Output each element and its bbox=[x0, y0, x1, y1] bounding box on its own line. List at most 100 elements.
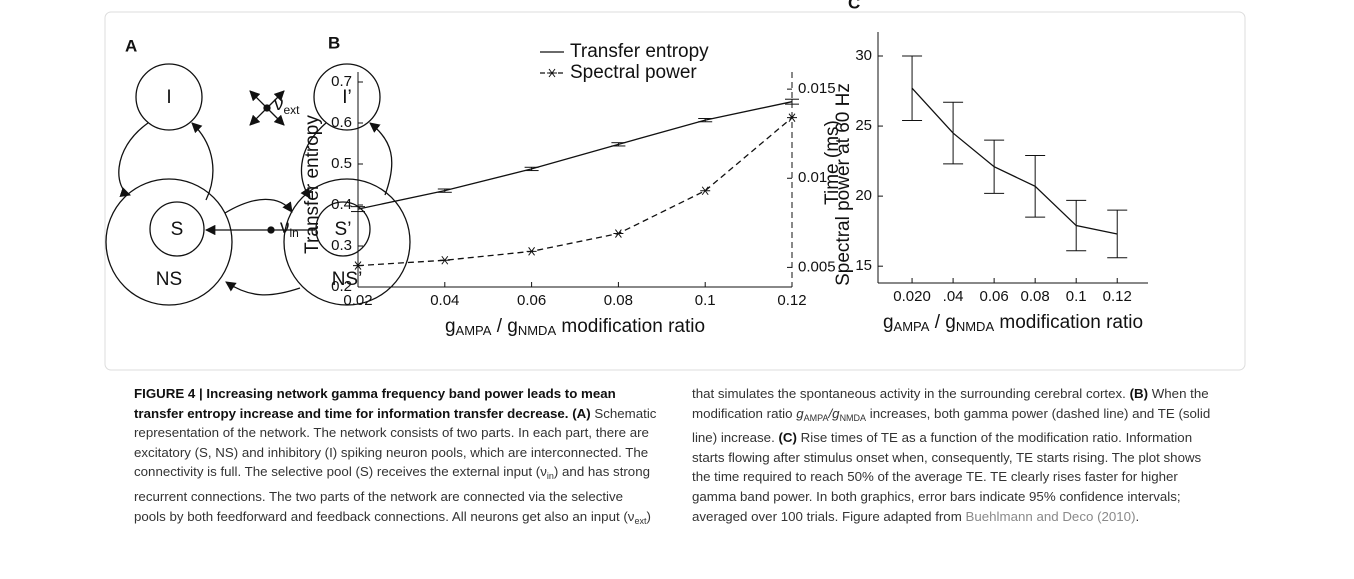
input-sub: in bbox=[290, 226, 299, 240]
caption-text: When the modification ratio bbox=[692, 386, 1209, 421]
arrow bbox=[249, 107, 268, 126]
caption-text: FIGURE 4 | Increasing network gamma freq… bbox=[134, 386, 616, 421]
marker bbox=[526, 247, 537, 256]
x-label-part: g bbox=[445, 316, 456, 337]
marker bbox=[613, 229, 624, 238]
marker bbox=[700, 186, 711, 196]
x-axis-label: gAMPA / gNMDA modification ratio bbox=[883, 312, 1143, 334]
x-label-part: NMDA bbox=[518, 323, 557, 338]
input-label: νin bbox=[280, 217, 299, 240]
caption-text: . bbox=[1135, 508, 1140, 524]
arrow bbox=[266, 107, 285, 126]
legend-label: Transfer entropy bbox=[570, 41, 709, 62]
x-label-part: modification ratio bbox=[994, 312, 1143, 333]
y-tick-label: 0.6 bbox=[331, 114, 352, 131]
x-tick-label: 0.04 bbox=[430, 292, 459, 309]
x-label-part: / g bbox=[491, 316, 517, 337]
x-axis-label: gAMPA / gNMDA modification ratio bbox=[445, 316, 705, 338]
caption-text: ) that simulates the spontaneous activit… bbox=[646, 386, 1130, 524]
node-circle bbox=[283, 178, 411, 306]
y-tick-label: 15 bbox=[855, 257, 872, 274]
caption-text: ext bbox=[634, 515, 647, 526]
node-circle bbox=[313, 63, 381, 131]
marker bbox=[353, 261, 363, 270]
caption-text: (A) bbox=[568, 405, 591, 421]
node-circle bbox=[315, 201, 371, 257]
arrow bbox=[191, 122, 214, 201]
input-symbol: ν bbox=[274, 94, 284, 115]
input-sub: ext bbox=[284, 103, 301, 117]
y-axis-label: Time (ms) bbox=[822, 120, 843, 205]
x-tick-label: 0.1 bbox=[695, 292, 716, 309]
node-label: NS’ bbox=[332, 269, 363, 290]
input-symbol: ν bbox=[280, 217, 290, 238]
caption-text: in bbox=[546, 471, 554, 482]
input-dot bbox=[263, 104, 271, 112]
data-line bbox=[357, 117, 793, 267]
caption-text: (B) bbox=[1129, 386, 1149, 401]
x-label-part: / g bbox=[929, 312, 955, 333]
arrow bbox=[224, 198, 293, 214]
y-axis-label: Transfer entropy bbox=[302, 115, 323, 254]
arrow bbox=[249, 90, 268, 109]
y2-tick-label: 0.01 bbox=[798, 169, 827, 186]
legend-label: Spectral power bbox=[570, 62, 697, 83]
x-tick-label: 0.06 bbox=[980, 288, 1009, 305]
x-label-part: NMDA bbox=[956, 319, 995, 334]
node-label: S’ bbox=[335, 219, 352, 240]
x-tick-label: .04 bbox=[943, 288, 964, 305]
node-circle bbox=[149, 201, 205, 257]
panel-label: A bbox=[125, 36, 137, 55]
node-label: I bbox=[166, 87, 171, 108]
diagram bbox=[105, 63, 411, 306]
x-label-part: AMPA bbox=[894, 319, 930, 334]
x-tick-label: 0.08 bbox=[604, 292, 633, 309]
caption-text: ) and has strong recurrent connections. … bbox=[134, 464, 650, 524]
caption-text: Rise times of TE as a function of the mo… bbox=[692, 430, 1202, 524]
input-dot bbox=[267, 226, 275, 234]
caption: FIGURE 4 | Increasing network gamma freq… bbox=[134, 384, 1216, 531]
x-tick-label: 0.12 bbox=[1103, 288, 1132, 305]
input-label: νext bbox=[274, 94, 300, 117]
marker bbox=[787, 113, 797, 122]
node-label: S bbox=[171, 219, 184, 240]
arrow bbox=[369, 122, 393, 196]
y-tick-label: 0.7 bbox=[331, 73, 352, 90]
y2-axis-label: Spectral power at 60 Hz bbox=[833, 83, 854, 286]
caption-text: g bbox=[796, 405, 804, 421]
marker bbox=[439, 255, 450, 265]
y2-tick-label: 0.005 bbox=[798, 258, 836, 275]
x-tick-label: 0.02 bbox=[343, 292, 372, 309]
marker bbox=[547, 68, 557, 78]
caption-text[interactable]: Buehlmann and Deco (2010) bbox=[965, 508, 1136, 524]
data-line bbox=[357, 101, 793, 210]
arrow bbox=[118, 122, 149, 197]
node-label: I’ bbox=[342, 87, 352, 108]
data-line bbox=[911, 87, 1118, 235]
x-tick-label: 0.06 bbox=[517, 292, 546, 309]
x-tick-label: 0.12 bbox=[777, 292, 806, 309]
caption-text: NMDA bbox=[839, 412, 867, 423]
y-tick-label: 20 bbox=[855, 187, 872, 204]
panel-label: C bbox=[848, 0, 860, 12]
x-label-part: modification ratio bbox=[556, 316, 705, 337]
y-tick-label: 0.3 bbox=[331, 237, 352, 254]
caption-text: increases, both gamma power (dashed line… bbox=[692, 405, 1211, 446]
caption-text: (C) bbox=[778, 430, 797, 446]
y-tick-label: 30 bbox=[855, 47, 872, 64]
panel-label: B bbox=[328, 33, 340, 52]
caption-text: Schematic representation of the network.… bbox=[134, 405, 657, 480]
caption-text: /g bbox=[828, 405, 840, 421]
x-label-part: AMPA bbox=[456, 323, 492, 338]
y-tick-label: 0.2 bbox=[331, 278, 352, 295]
x-label-part: g bbox=[883, 312, 894, 333]
x-tick-label: 0.1 bbox=[1066, 288, 1087, 305]
y-tick-label: 0.5 bbox=[331, 155, 352, 172]
caption-text: AMPA bbox=[803, 412, 829, 423]
arrow bbox=[300, 122, 327, 199]
x-tick-label: 0.08 bbox=[1021, 288, 1050, 305]
node-label: NS bbox=[156, 269, 182, 290]
y-tick-label: 0.4 bbox=[331, 196, 352, 213]
